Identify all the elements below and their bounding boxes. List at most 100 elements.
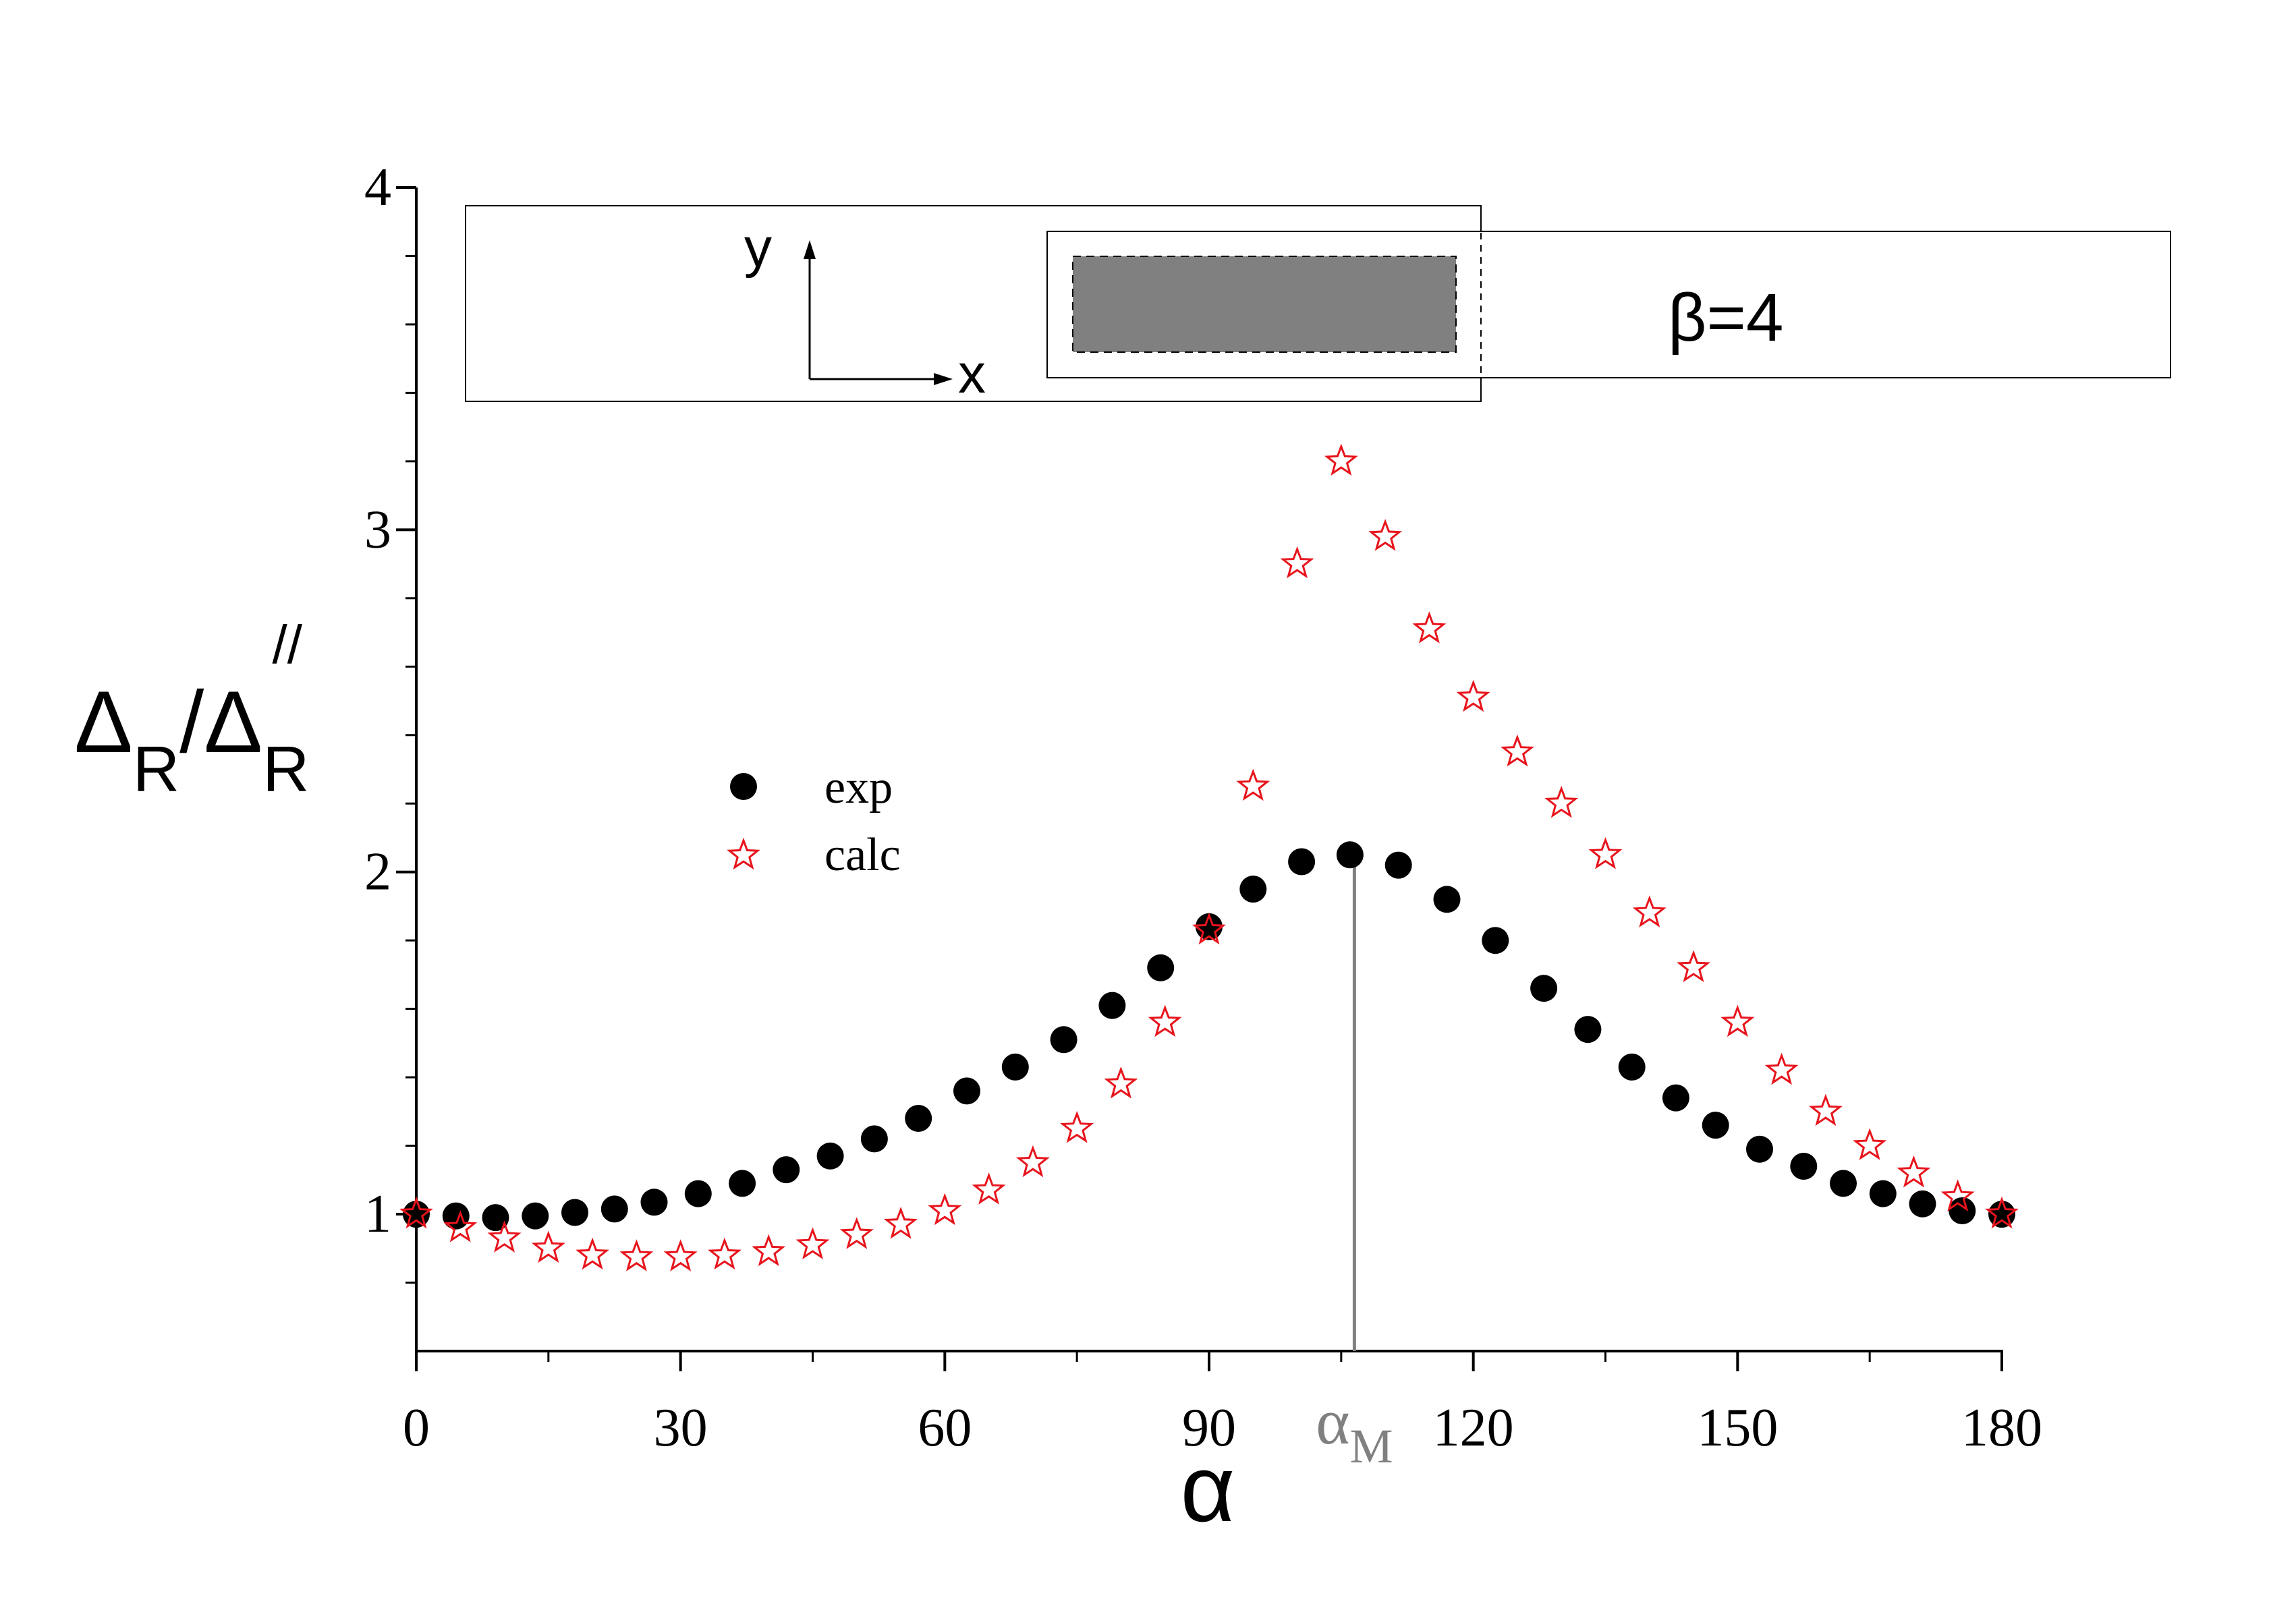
legend-label-exp: exp [824,762,893,813]
calc-point [1720,1004,1755,1037]
exp-point [816,1142,844,1170]
calc-point [1588,836,1623,869]
calc-point [1148,1004,1182,1037]
exp-point [522,1202,549,1230]
y-axis-label: ΔR/ΔR// [74,614,309,805]
y-tick-label: 4 [364,158,391,217]
x-tick-label: 30 [654,1398,708,1458]
inset-y-label: y [744,217,772,279]
x-tick-label: 120 [1433,1398,1514,1458]
exp-point [729,1170,756,1197]
exp-point [1147,954,1175,981]
y-tick-label: 2 [364,842,391,902]
calc-point [487,1220,522,1253]
exp-point [1050,1026,1077,1054]
calc-point [707,1237,741,1270]
series-exp [403,841,2015,1232]
exp-point [1482,927,1509,954]
exp-point [1288,848,1316,876]
legend-marker-exp [730,773,757,800]
calc-point [1500,734,1534,767]
exp-point [1384,851,1412,879]
exp-point [1618,1053,1646,1081]
calc-point [531,1230,565,1263]
series-calc [399,443,2019,1271]
exp-point [953,1077,980,1105]
calc-point [1192,912,1226,945]
exp-point [1869,1180,1897,1207]
calc-point [1853,1128,1887,1160]
exp-point [1433,886,1461,913]
exp-point [773,1156,800,1184]
y-tick-label: 1 [364,1184,391,1244]
calc-point [1764,1052,1799,1085]
calc-point [1324,443,1358,476]
x-ticks: 0 30 60 90 120 150 180 [403,1351,2042,1458]
calc-point [1632,895,1667,927]
exp-point [1909,1190,1936,1218]
calc-point [1940,1179,1975,1211]
exp-point [684,1180,712,1207]
x-tick-label: 180 [1961,1398,2042,1458]
calc-point [884,1207,918,1239]
calc-point [1015,1145,1050,1178]
calc-point [839,1217,874,1249]
legend-marker-calc [727,837,760,870]
y-tick-label: 3 [364,500,391,559]
calc-point [619,1239,654,1271]
calc-point [1544,785,1579,818]
exp-point [1001,1053,1029,1081]
exp-point [1790,1153,1818,1180]
y-ticks: 1 2 3 4 [364,158,416,1284]
exp-point [905,1105,932,1132]
exp-point [1574,1016,1602,1043]
exp-point [640,1189,668,1216]
calc-point [752,1234,786,1267]
exp-point [1830,1170,1857,1197]
exp-point [561,1199,588,1226]
calc-point [443,1210,478,1242]
calc-point [972,1172,1006,1205]
x-axis-label: α [1181,1435,1235,1541]
exp-point [1949,1197,1976,1224]
exp-point [442,1202,470,1230]
alpha-m-marker: αM [1316,863,1393,1473]
axes: 1 2 3 4 0 30 60 90 120 150 180 [364,158,2042,1458]
x-tick-label: 150 [1697,1398,1778,1458]
exp-point [600,1195,628,1223]
calc-point [1060,1110,1094,1143]
calc-point [1985,1196,2019,1229]
calc-point [1368,519,1403,551]
calc-point [928,1193,962,1226]
calc-point [1412,611,1447,643]
exp-point [1336,841,1364,869]
x-tick-label: 60 [918,1398,972,1458]
inset-axes-icon [804,240,953,385]
legend: exp calc [727,762,901,881]
exp-point [1239,876,1267,903]
exp-point [482,1204,509,1232]
beta-label: β=4 [1668,280,1784,355]
x-tick-label: 0 [403,1398,430,1458]
calc-point [663,1239,698,1271]
x-tick-label: 90 [1182,1398,1236,1458]
inset-gray-rectangle [1072,256,1457,353]
legend-label-calc: calc [824,829,901,881]
calc-point [1104,1066,1138,1099]
exp-point [1098,992,1126,1019]
exp-point [1746,1135,1773,1163]
calc-point [795,1227,830,1259]
exp-point [1662,1084,1689,1112]
calc-point [1897,1155,1931,1188]
calc-point [1280,546,1314,579]
calc-point [1236,768,1270,801]
calc-point [1456,679,1490,712]
inset-x-label: x [958,343,986,405]
calc-point [576,1237,610,1270]
calc-point [399,1196,433,1229]
alpha-m-label: αM [1316,1385,1393,1473]
calc-point [1808,1093,1843,1126]
exp-point [1530,975,1558,1002]
inset-diagram: y x β=4 [465,205,2171,405]
